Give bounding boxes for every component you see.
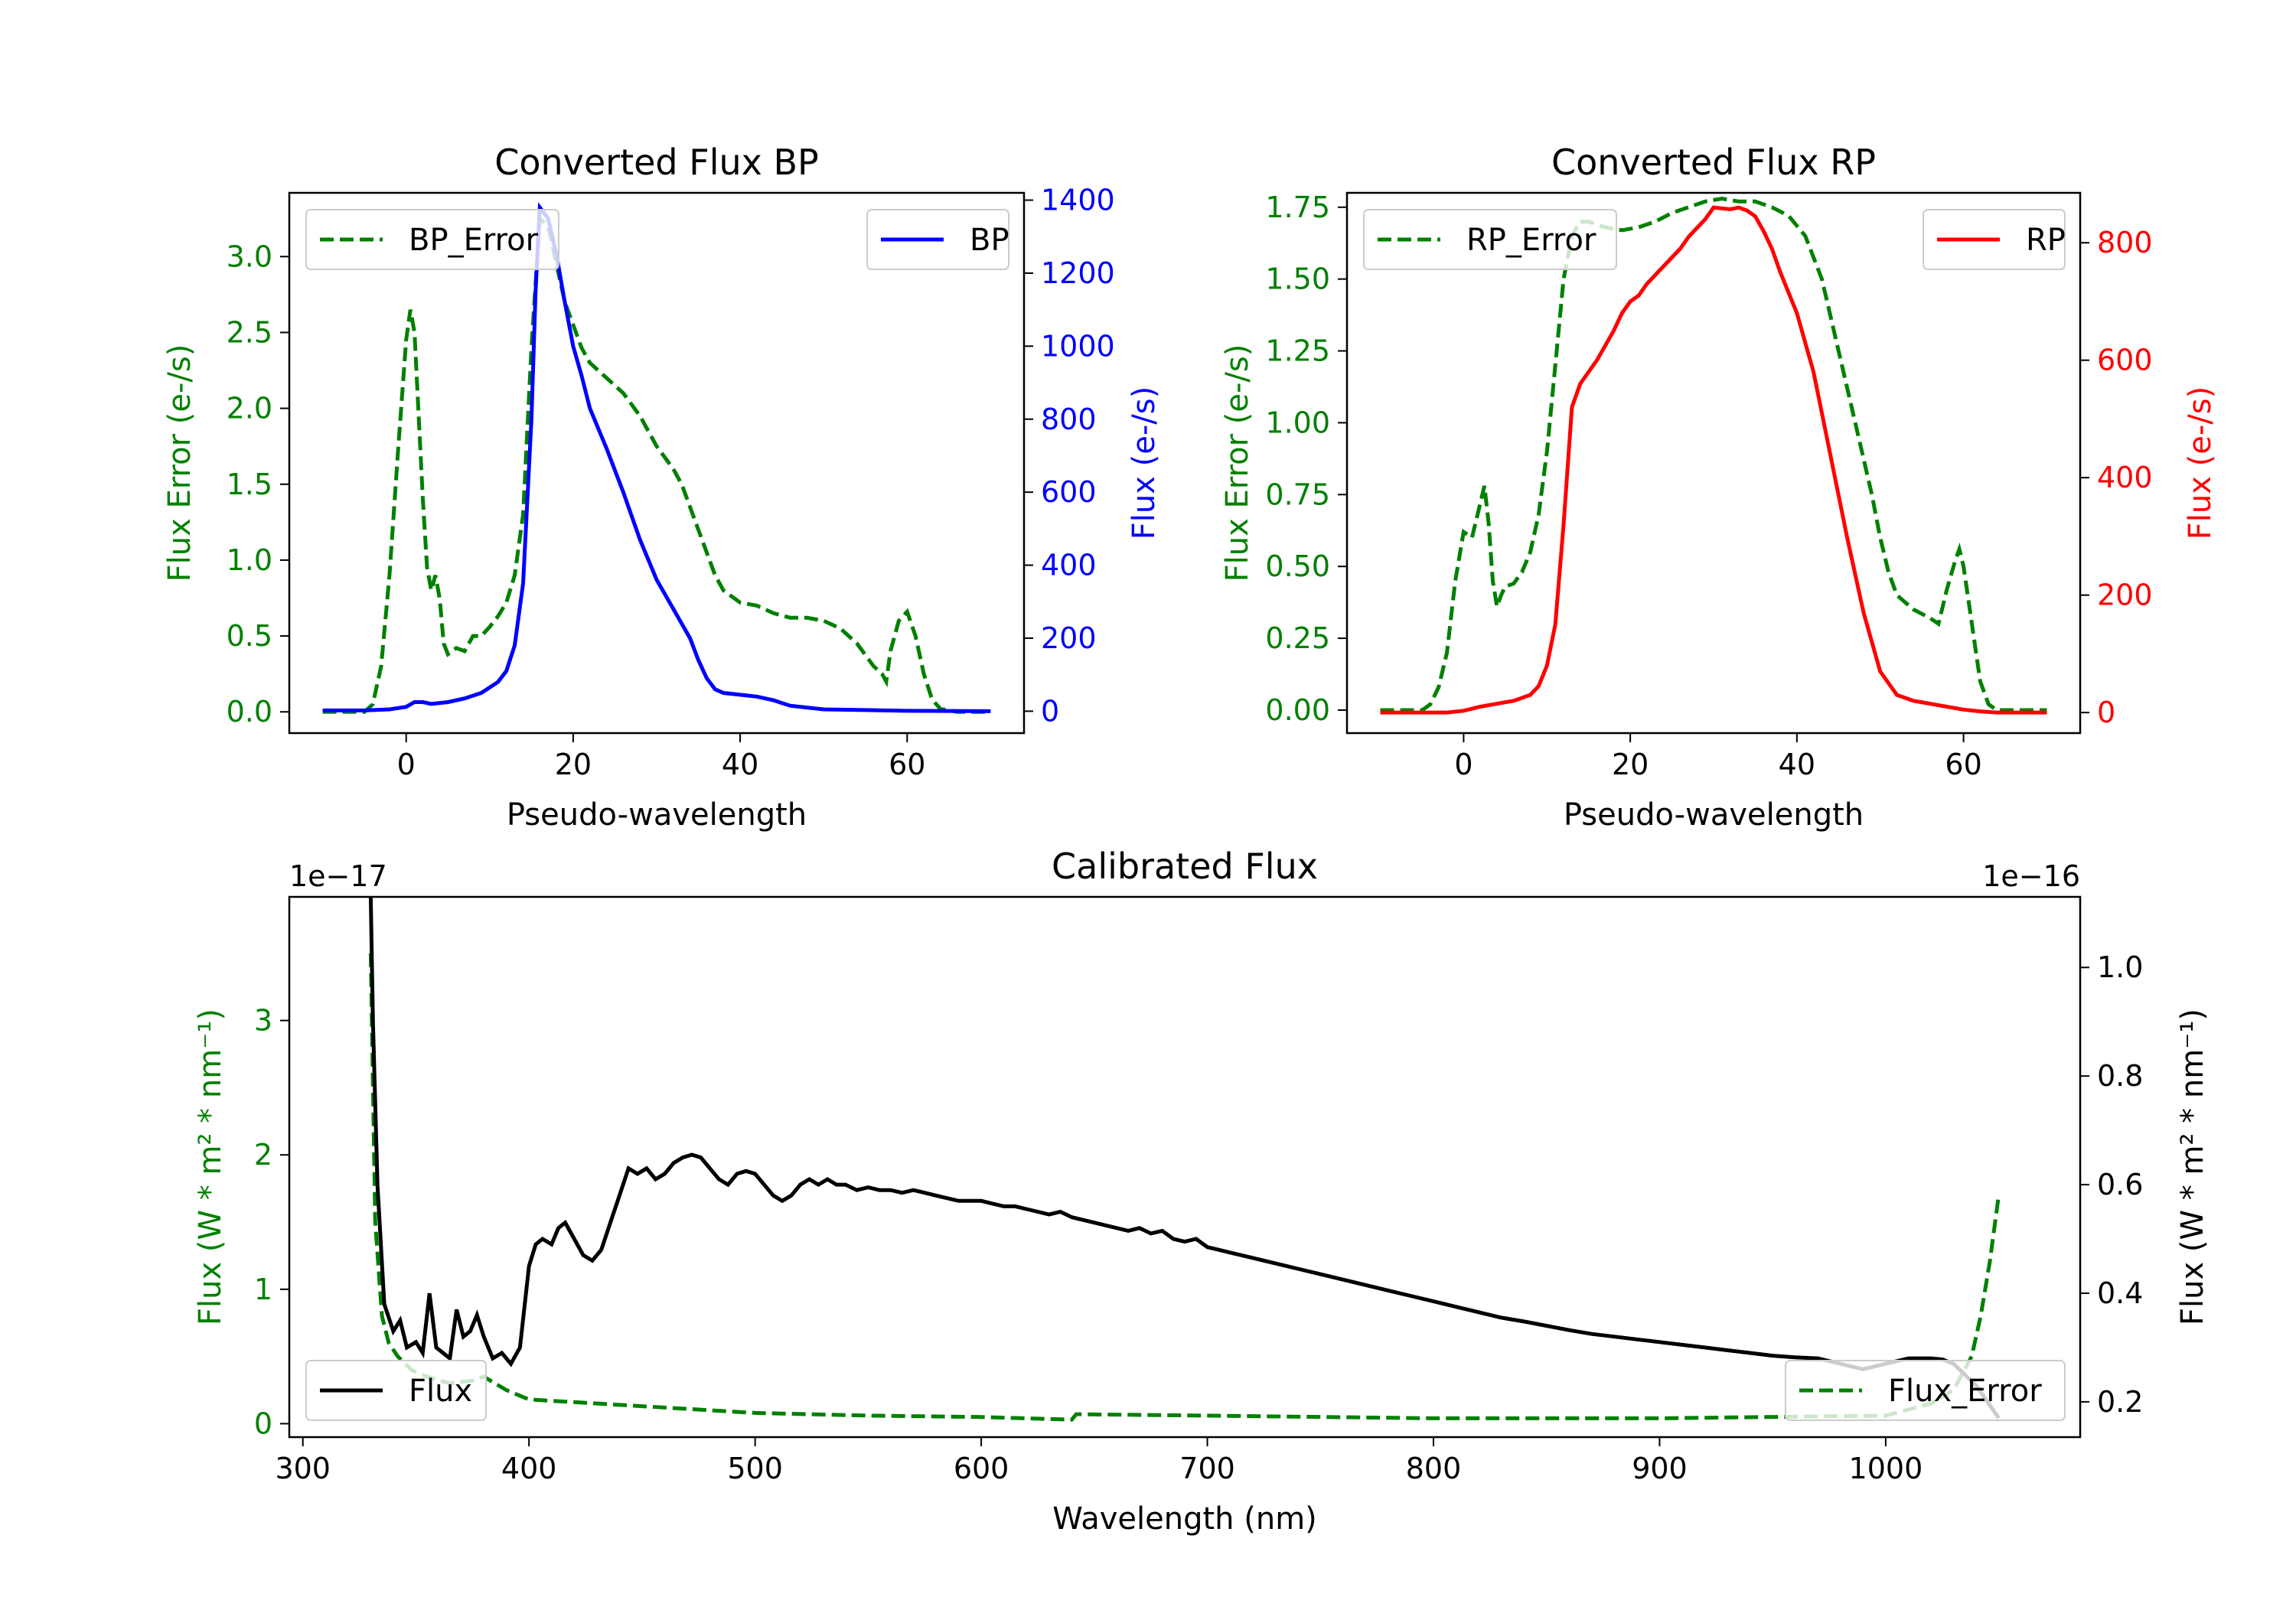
y-right-tick-label: 0.2 <box>2097 1385 2143 1419</box>
legend-label: BP <box>970 223 1009 258</box>
series-BP <box>322 202 991 713</box>
chart-title: Calibrated Flux <box>1052 846 1318 887</box>
y-left-tick-label: 0.75 <box>1265 478 1330 511</box>
y-left-tick-label: 0 <box>254 1407 272 1440</box>
x-tick-label: 60 <box>1945 748 1981 781</box>
y-right-tick-label: 1200 <box>1041 256 1115 290</box>
y-right-axis-label: Flux (e-/s) <box>1127 386 1162 539</box>
series-BP_Error <box>322 214 991 714</box>
y-right-tick-label: 0 <box>1041 694 1059 728</box>
x-tick-label: 20 <box>1612 748 1649 781</box>
y-left-tick-label: 1.75 <box>1265 191 1330 224</box>
legend-flux: BP <box>866 209 1009 270</box>
x-tick-label: 400 <box>501 1452 557 1485</box>
chart-title: Converted Flux BP <box>494 142 819 183</box>
y-left-tick-label: 0.00 <box>1265 693 1330 727</box>
panel-2: 0 20 40 60 0.00 0.25 0.50 0.75 1.00 1.25 1.50 1.75 0… <box>1220 142 2218 833</box>
legend-flux: Flux <box>305 1360 487 1421</box>
y-left-tick-label: 1.50 <box>1265 262 1330 296</box>
legend-flux: RP <box>1923 209 2066 270</box>
y-right-tick-label: 200 <box>2097 579 2153 612</box>
x-tick-label: 600 <box>954 1452 1009 1485</box>
y-right-tick-label: 600 <box>2097 344 2153 377</box>
legend-label: BP_Error <box>409 223 539 258</box>
y-left-tick-label: 1.0 <box>227 543 272 577</box>
plot-frame <box>1345 191 2082 735</box>
y-right-axis-label: Flux (W * m² * nm⁻¹) <box>2175 1009 2210 1325</box>
x-tick-label: 800 <box>1406 1452 1462 1485</box>
plot-frame <box>288 191 1026 735</box>
x-axis-label: Wavelength (nm) <box>1052 1501 1317 1537</box>
x-tick-label: 1000 <box>1849 1452 1923 1485</box>
legend-error: RP_Error <box>1363 209 1617 270</box>
y-left-axis-label: Flux (W * m² * nm⁻¹) <box>193 1009 228 1325</box>
x-tick-label: 300 <box>275 1452 331 1485</box>
y-left-tick-label: 1.00 <box>1265 406 1330 439</box>
legend-box <box>1785 1360 2066 1421</box>
y-left-tick-label: 3.0 <box>227 240 272 273</box>
y-right-tick-label: 1400 <box>1041 184 1115 217</box>
y-right-tick-label: 400 <box>2097 461 2153 494</box>
y-left-axis-label: Flux Error (e-/s) <box>162 344 197 582</box>
x-tick-label: 60 <box>889 748 925 781</box>
legend-label: RP_Error <box>1466 223 1596 258</box>
legend-box <box>305 209 559 270</box>
y-right-tick-label: 1.0 <box>2097 950 2143 984</box>
x-tick-label: 700 <box>1179 1452 1235 1485</box>
y-right-tick-label: 0 <box>2097 696 2115 729</box>
y-right-tick-label: 400 <box>1041 549 1097 582</box>
y-right-tick-label: 200 <box>1041 621 1097 655</box>
legend-label: RP <box>2026 223 2066 258</box>
legend-box <box>1363 209 1617 270</box>
y-right-offset: 1e−16 <box>1982 859 2080 893</box>
y-left-tick-label: 0.5 <box>227 619 272 653</box>
panel-1: 0 20 40 60 0.0 0.5 1.0 1.5 2.0 2.5 3.0 0 200 400 600 80… <box>162 142 1162 833</box>
series-RP_Error <box>1380 196 2047 712</box>
y-right-tick-label: 600 <box>1041 475 1097 509</box>
legend-label: Flux <box>409 1374 472 1409</box>
legend-box <box>305 1360 487 1421</box>
y-left-tick-label: 2 <box>254 1138 272 1172</box>
series-RP <box>1380 205 2047 715</box>
y-right-tick-label: 800 <box>1041 403 1097 436</box>
x-tick-label: 20 <box>555 748 592 781</box>
x-axis-label: Pseudo-wavelength <box>1564 797 1864 833</box>
y-left-tick-label: 2.5 <box>227 315 272 349</box>
y-left-tick-label: 3 <box>254 1004 272 1038</box>
y-left-tick-label: 1.5 <box>227 468 272 501</box>
x-tick-label: 900 <box>1632 1452 1688 1485</box>
y-left-tick-label: 0.0 <box>227 695 272 729</box>
x-tick-label: 40 <box>1779 748 1815 781</box>
y-right-tick-label: 1000 <box>1041 329 1115 363</box>
series-Flux_Error <box>368 953 2001 1422</box>
y-right-tick-label: 0.6 <box>2097 1168 2143 1201</box>
y-right-tick-label: 0.4 <box>2097 1276 2143 1310</box>
y-left-tick-label: 1.25 <box>1265 334 1330 368</box>
legend-error: Flux_Error <box>1785 1360 2066 1421</box>
y-right-axis-label: Flux (e-/s) <box>2183 386 2218 539</box>
legend-label: Flux_Error <box>1888 1374 2042 1409</box>
x-axis-label: Pseudo-wavelength <box>507 797 807 833</box>
chart-title: Converted Flux RP <box>1551 142 1876 183</box>
plot-frame <box>288 895 2082 1439</box>
x-tick-label: 0 <box>1454 748 1473 781</box>
x-tick-label: 0 <box>397 748 416 781</box>
y-left-tick-label: 1 <box>254 1273 272 1306</box>
panel-3: 300 400 500 600 700 800 900 1000 0 1 2 3 0.2 0.4 0.6 0.… <box>193 846 2210 1537</box>
y-right-tick-label: 0.8 <box>2097 1059 2143 1093</box>
series-Flux <box>368 897 2001 1420</box>
y-left-axis-label: Flux Error (e-/s) <box>1220 344 1255 582</box>
x-tick-label: 500 <box>727 1452 783 1485</box>
y-right-tick-label: 800 <box>2097 226 2153 259</box>
y-left-tick-label: 2.0 <box>227 392 272 425</box>
y-left-tick-label: 0.50 <box>1265 549 1330 583</box>
y-left-offset: 1e−17 <box>289 859 387 893</box>
x-tick-label: 40 <box>722 748 758 781</box>
legend-error: BP_Error <box>305 209 559 270</box>
y-left-tick-label: 0.25 <box>1265 621 1330 655</box>
